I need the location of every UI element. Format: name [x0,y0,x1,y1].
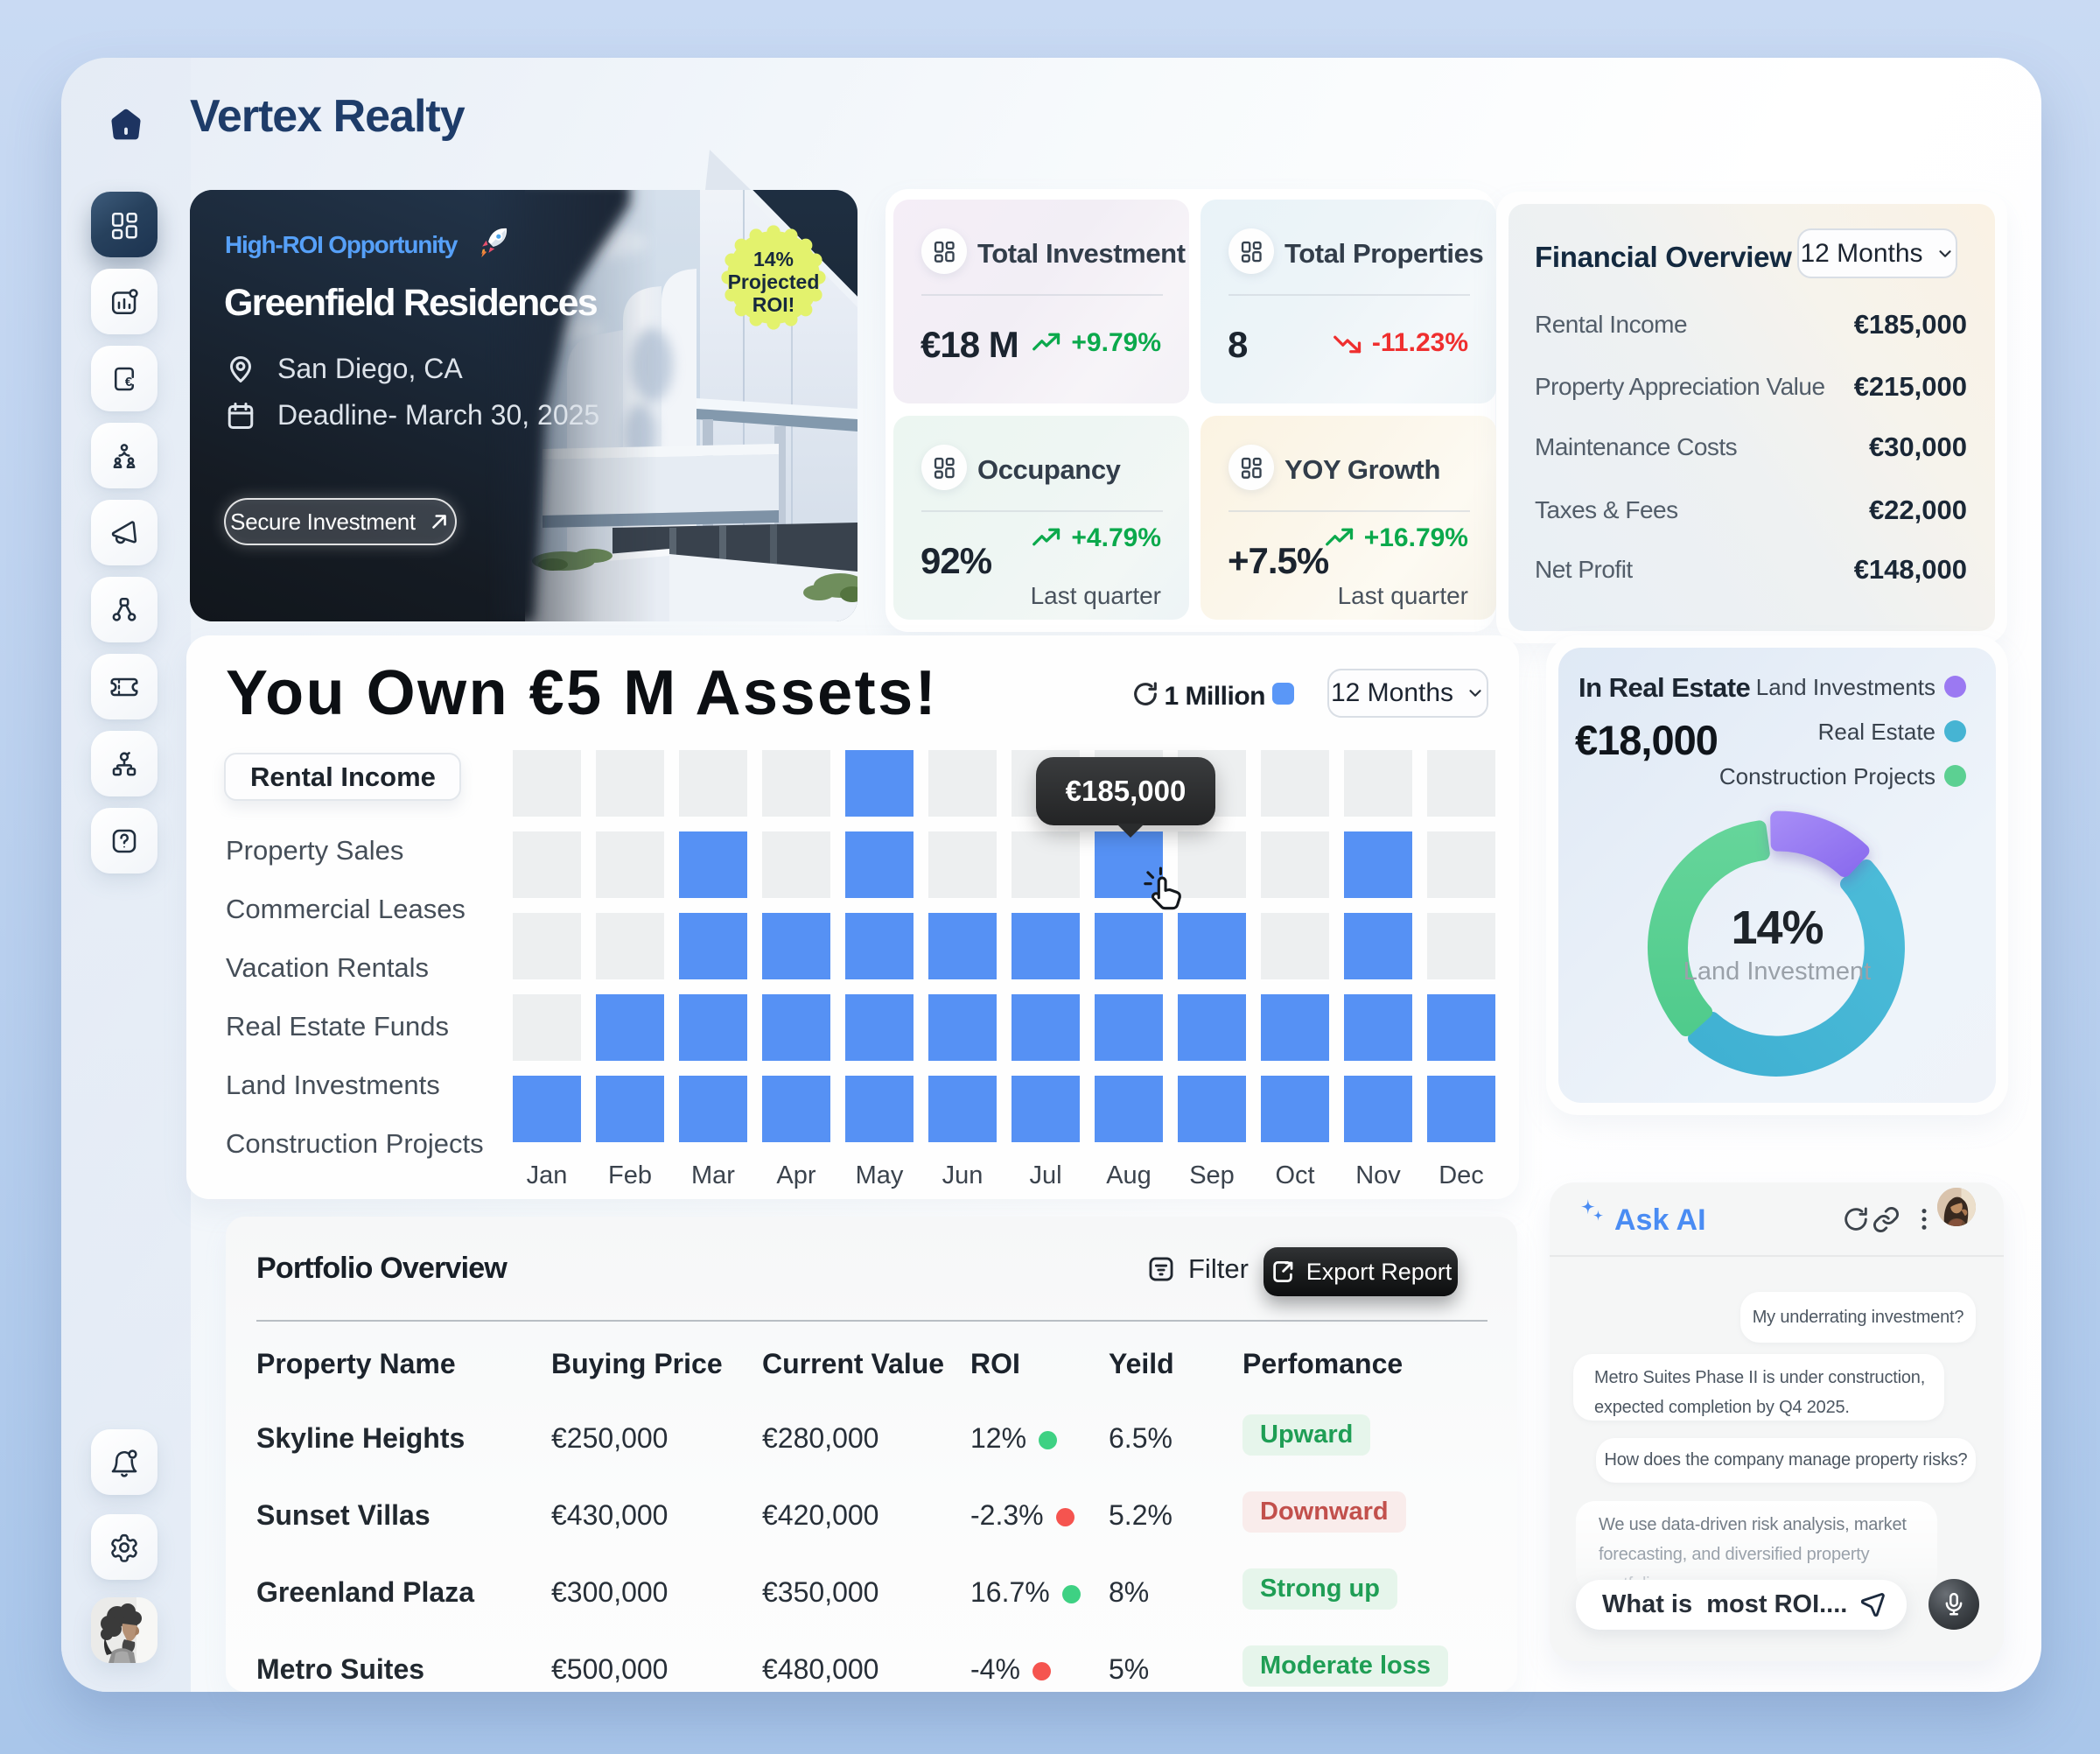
svg-text:€: € [125,374,133,389]
svg-text:ROI!: ROI! [752,293,795,316]
svg-text:14%: 14% [753,248,794,270]
svg-text:Projected: Projected [728,270,820,293]
